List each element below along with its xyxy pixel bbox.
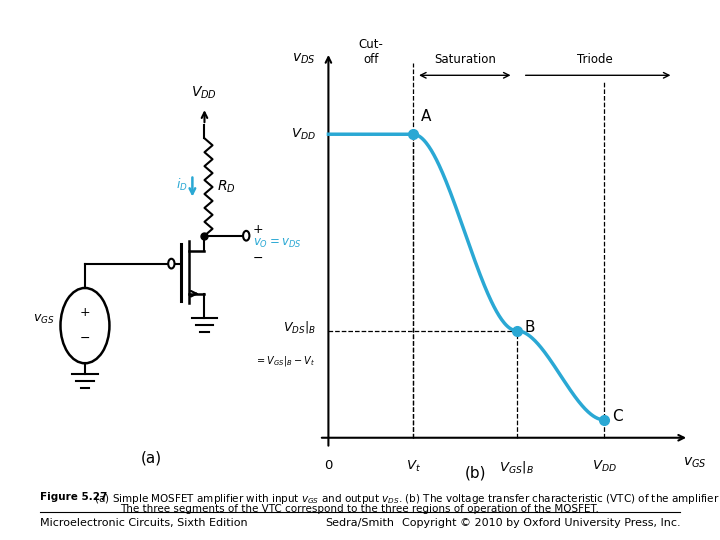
Text: 0: 0 — [324, 459, 333, 472]
Text: $V_{DD}$: $V_{DD}$ — [291, 127, 316, 142]
Text: $V_{DS}|_B$: $V_{DS}|_B$ — [283, 319, 316, 335]
Text: Sedra/Smith: Sedra/Smith — [325, 518, 395, 529]
Text: $v_{DS}$: $v_{DS}$ — [292, 52, 316, 66]
Text: (b): (b) — [465, 466, 487, 481]
Text: Copyright © 2010 by Oxford University Press, Inc.: Copyright © 2010 by Oxford University Pr… — [402, 518, 680, 529]
Text: $R_D$: $R_D$ — [217, 179, 235, 195]
Text: $i_D$: $i_D$ — [176, 177, 188, 193]
Text: Cut-
off: Cut- off — [359, 38, 383, 66]
Text: The three segments of the VTC correspond to the three regions of operation of th: The three segments of the VTC correspond… — [120, 504, 600, 515]
Text: +: + — [80, 306, 90, 319]
Text: Microelectronic Circuits, Sixth Edition: Microelectronic Circuits, Sixth Edition — [40, 518, 247, 529]
Circle shape — [243, 231, 249, 241]
Text: $= V_{GS}|_B - V_t$: $= V_{GS}|_B - V_t$ — [256, 354, 316, 368]
Text: +: + — [253, 222, 264, 235]
Text: C: C — [612, 409, 623, 424]
Text: (a) Simple MOSFET amplifier with input $v_{GS}$ and output $v_{DS}$. (b) The vol: (a) Simple MOSFET amplifier with input $… — [91, 492, 720, 507]
Text: Triode: Triode — [577, 53, 613, 66]
Text: (a): (a) — [140, 451, 162, 466]
Text: Saturation: Saturation — [434, 53, 496, 66]
Text: $v_O = v_{DS}$: $v_O = v_{DS}$ — [253, 237, 301, 250]
Text: −: − — [253, 252, 263, 265]
Circle shape — [168, 259, 174, 268]
Text: B: B — [524, 320, 535, 335]
Text: $V_{DD}$: $V_{DD}$ — [592, 459, 617, 474]
Text: A: A — [421, 109, 431, 124]
Text: $V_{GS}|_B$: $V_{GS}|_B$ — [499, 459, 534, 475]
Text: $V_t$: $V_t$ — [405, 459, 420, 474]
Text: Figure 5.27: Figure 5.27 — [40, 492, 107, 503]
Text: −: − — [80, 333, 90, 346]
Text: $v_{GS}$: $v_{GS}$ — [683, 456, 707, 470]
Text: $v_{GS}$: $v_{GS}$ — [33, 313, 55, 326]
Text: $V_{DD}$: $V_{DD}$ — [192, 84, 217, 100]
